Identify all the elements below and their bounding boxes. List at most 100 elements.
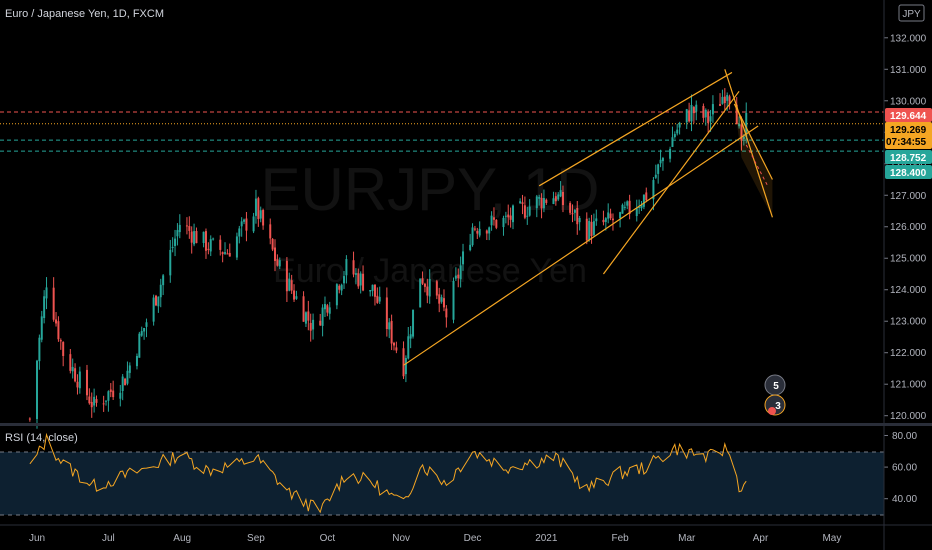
candle-body — [40, 316, 43, 340]
time-tick-label: 2021 — [535, 533, 558, 544]
resistance-badge-label: 129.644 — [890, 111, 927, 122]
candle-body — [738, 123, 741, 127]
candle-body — [573, 210, 576, 213]
candle-body — [393, 342, 395, 346]
price-axis[interactable]: 120.000 121.000 122.000 123.000 124.000 125.0… — [884, 33, 927, 422]
candle-body — [640, 205, 643, 209]
trendline — [724, 69, 773, 218]
candle-body — [302, 296, 305, 322]
candle-body — [252, 216, 255, 232]
symbol-title[interactable]: Euro / Japanese Yen, 1D, FXCM — [5, 8, 164, 20]
candle-body — [642, 194, 645, 207]
candle-body — [174, 238, 177, 246]
candle-body — [278, 260, 281, 267]
candle-body — [59, 340, 62, 342]
candle-body — [257, 198, 260, 220]
candle-body — [55, 319, 58, 324]
currency-button[interactable]: JPY — [898, 4, 925, 22]
candle-body — [52, 287, 55, 320]
candle-body — [321, 307, 324, 326]
last-price-badge — [885, 122, 932, 149]
rsi-title[interactable]: RSI (14, close) — [5, 432, 78, 444]
candle-body — [402, 348, 405, 377]
pane-divider[interactable] — [0, 423, 932, 426]
candle-body — [545, 199, 548, 203]
candle-body — [323, 304, 326, 310]
candle-body — [188, 226, 191, 231]
candle-body — [495, 219, 498, 228]
candle-body — [723, 96, 726, 104]
currency-button-label: JPY — [902, 9, 921, 20]
candle-body — [526, 215, 529, 217]
candle-body — [162, 275, 165, 286]
time-tick-label: Dec — [464, 533, 482, 544]
candle-body — [661, 158, 664, 162]
candle-body — [185, 225, 188, 227]
candle-body — [157, 296, 160, 307]
candle-body — [604, 218, 607, 222]
candle-body — [95, 399, 98, 403]
candle-body — [626, 201, 629, 206]
candle-body — [57, 321, 60, 340]
candle-body — [509, 215, 512, 220]
time-axis[interactable]: Jun Jul Aug Sep Oct Nov Dec 2021 Feb Mar Apr May — [29, 533, 841, 544]
rsi-axis[interactable]: 40.00 60.00 80.00 — [884, 431, 917, 505]
candle-body — [685, 109, 688, 123]
candle-body — [338, 285, 341, 290]
candle-body — [440, 297, 443, 302]
time-tick-label: Mar — [678, 533, 696, 544]
candle-body — [138, 333, 141, 358]
candle-body — [462, 251, 465, 265]
candle-body — [669, 148, 672, 159]
candle-body — [521, 202, 524, 204]
candle-body — [569, 203, 572, 213]
candle-body — [352, 260, 355, 275]
candle-body — [695, 104, 698, 112]
candle-body — [390, 320, 393, 344]
candle-body — [690, 105, 693, 122]
trendline — [602, 90, 740, 275]
candle-body — [576, 208, 579, 225]
candle-body — [471, 227, 474, 246]
candle-body — [169, 249, 172, 276]
time-tick-label: Oct — [320, 533, 336, 544]
time-tick-label: Sep — [247, 533, 265, 544]
candle-body — [276, 259, 279, 266]
candle-body — [528, 206, 531, 216]
support-badge-2 — [885, 165, 932, 179]
price-tick-label: 122.000 — [890, 348, 927, 359]
rsi-tick-label: 40.00 — [892, 494, 917, 505]
candle-body — [721, 96, 724, 104]
candle-body — [262, 209, 265, 226]
candle-body — [742, 136, 745, 139]
candle-body — [135, 356, 138, 367]
price-tick-label: 124.000 — [890, 285, 927, 296]
candle-body — [678, 122, 681, 128]
candle-body — [140, 331, 143, 336]
candle-body — [502, 217, 505, 228]
candle-body — [121, 376, 124, 392]
trendline-drawings[interactable] — [403, 69, 773, 366]
candle-body — [259, 210, 262, 219]
candle-body — [409, 334, 412, 339]
candle-body — [90, 401, 93, 408]
candle-body — [254, 198, 257, 216]
candle-body — [552, 198, 555, 205]
candle-body — [478, 228, 481, 236]
candle-body — [369, 289, 372, 292]
candle-body — [143, 328, 146, 332]
earnings-flag-icon[interactable]: 3 — [764, 394, 786, 416]
candle-body — [557, 194, 560, 200]
candle-body — [592, 221, 595, 235]
candle-body — [274, 247, 276, 261]
support-badge-2-label: 128.400 — [890, 168, 927, 179]
chart-events[interactable]: 5 3 — [764, 374, 786, 416]
candle-body — [435, 281, 438, 296]
candle-body — [195, 230, 198, 244]
candle-body — [728, 96, 731, 104]
earnings-flag-icon[interactable]: 5 — [764, 374, 786, 396]
candle-body — [176, 230, 179, 237]
candle-body — [307, 311, 310, 321]
candle-body — [126, 370, 129, 384]
